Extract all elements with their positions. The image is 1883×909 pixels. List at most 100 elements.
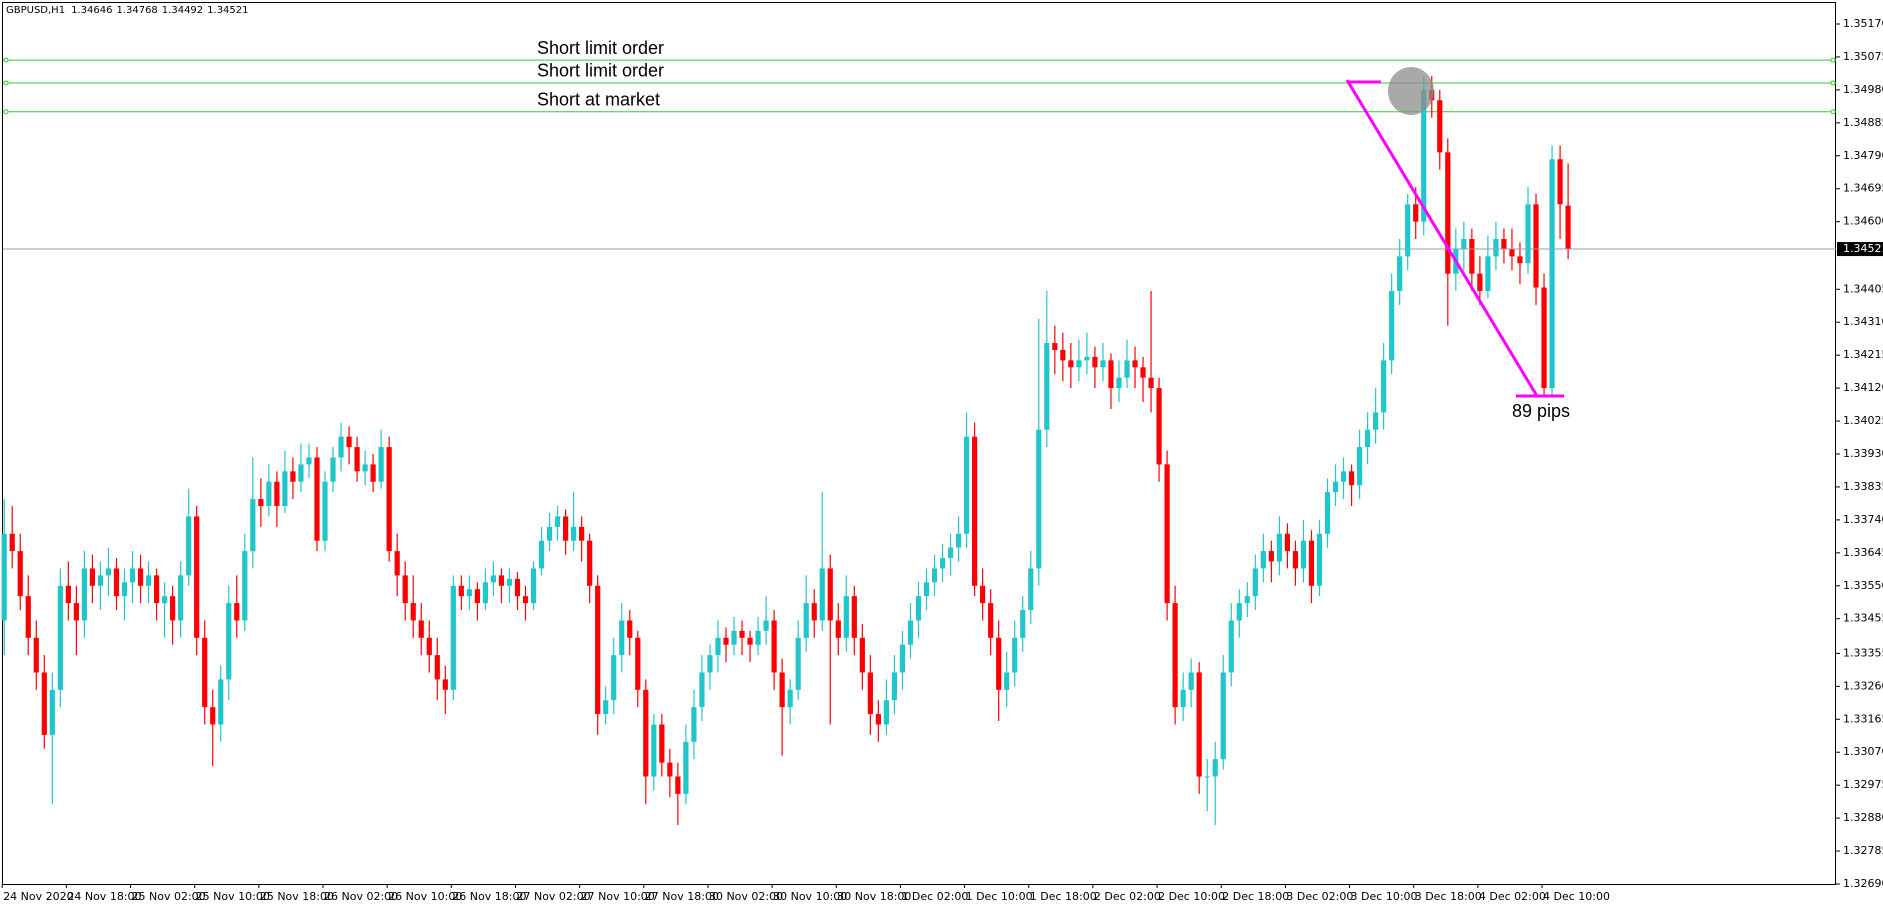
candle-body [595, 585, 601, 715]
candle-body [242, 551, 248, 621]
close: 1.34521 [207, 5, 248, 16]
candle-body [1036, 429, 1042, 569]
candle-body [1108, 360, 1114, 389]
candle-body [1284, 533, 1290, 552]
candle-body [378, 447, 384, 482]
candle-body [1140, 367, 1146, 378]
candle-body [410, 603, 416, 621]
symbol: GBPUSD,H1 [6, 5, 65, 16]
candle-body [1381, 360, 1387, 413]
candle-body [1124, 360, 1130, 378]
candle-body [113, 568, 120, 597]
candle-body [394, 551, 400, 576]
candle-body [1389, 291, 1395, 361]
candle-body [346, 436, 352, 448]
candle-body [170, 596, 176, 621]
y-tick-label: 1.34405 [1843, 282, 1883, 295]
candle-body [787, 689, 793, 708]
candle-body [57, 585, 63, 690]
candle-body [274, 481, 280, 507]
candle-body [1244, 596, 1250, 604]
y-tick-label: 1.33645 [1843, 546, 1883, 559]
candle-body [563, 516, 569, 541]
candle-body [643, 689, 649, 777]
level-anchor [1830, 57, 1836, 63]
candle-body [779, 672, 785, 708]
x-tick-label: 24 Nov 2020 [3, 890, 73, 903]
candle-body [1533, 204, 1539, 288]
candle-body [1348, 471, 1355, 486]
candle-body [795, 637, 801, 690]
high: 1.34768 [116, 5, 157, 16]
x-tick-label: 26 Nov 02:00 [324, 890, 398, 903]
level-anchor [3, 80, 9, 86]
candle-body [1188, 672, 1194, 690]
candle-body [1461, 239, 1467, 250]
candle-body [290, 471, 296, 482]
candle-body [210, 707, 216, 725]
x-tick-label: 26 Nov 18:00 [452, 890, 526, 903]
candle-body [1365, 429, 1371, 448]
y-tick-label: 1.33930 [1843, 447, 1883, 460]
x-tick-label: 1 Dec 18:00 [1030, 890, 1097, 903]
candle-body [699, 672, 705, 708]
candle-body [627, 620, 633, 638]
candle-body [1164, 464, 1170, 604]
candle-body [1004, 672, 1010, 690]
candle-body [9, 533, 15, 552]
y-tick-label: 1.34980 [1843, 83, 1883, 96]
candle-body [1517, 256, 1523, 264]
y-tick-label: 1.34885 [1843, 116, 1883, 129]
candle-body [1020, 610, 1026, 638]
candle-body [442, 679, 448, 690]
candle-body [498, 575, 505, 586]
candle-body [835, 620, 841, 638]
y-tick-label: 1.34600 [1843, 215, 1883, 228]
candle-body [402, 575, 408, 604]
candle-body [514, 578, 521, 597]
candle-body [306, 457, 312, 465]
x-tick-label: 4 Dec 02:00 [1479, 890, 1546, 903]
candle-body [1509, 249, 1515, 257]
candle-body [923, 582, 930, 597]
x-tick-label: 2 Dec 18:00 [1222, 890, 1289, 903]
candle-body [1044, 343, 1050, 430]
candle-body [1068, 360, 1074, 368]
candle-body [41, 672, 47, 735]
candle-body [803, 603, 809, 638]
candle-body [707, 655, 713, 673]
candle-body [153, 575, 160, 604]
candle-body [651, 724, 657, 777]
price-box [1837, 242, 1883, 257]
x-tick-label: 25 Nov 18:00 [260, 890, 334, 903]
x-tick-label: 25 Nov 02:00 [132, 890, 206, 903]
y-tick-label: 1.34025 [1843, 414, 1883, 427]
open: 1.34646 [71, 5, 112, 16]
candle-body [354, 447, 360, 472]
candle-body [659, 724, 665, 763]
candle-body [827, 568, 833, 621]
candle-body [867, 672, 873, 715]
candle-body [546, 526, 553, 541]
candle-body [964, 436, 970, 534]
y-tick-label: 1.32975 [1843, 778, 1883, 791]
candle-body [1268, 551, 1274, 562]
candle-body [691, 707, 697, 742]
y-tick-label: 1.32690 [1843, 877, 1883, 890]
candle-body [554, 516, 561, 527]
candle-body [1204, 776, 1210, 778]
candle-body [1012, 637, 1018, 673]
candle-body [907, 620, 914, 645]
x-tick-label: 3 Dec 18:00 [1415, 890, 1482, 903]
highlight-circle [1388, 67, 1434, 115]
candle-body [939, 558, 946, 569]
candle-body [49, 689, 55, 735]
plot-frame [2, 2, 1836, 885]
y-tick-label: 1.32880 [1843, 811, 1883, 824]
chart-header: GBPUSD,H1 1.34646 1.34768 1.34492 1.34521 [6, 5, 249, 16]
candle-body [33, 637, 39, 673]
price-label: 1.34521 [1843, 242, 1883, 255]
candle-body [1413, 204, 1419, 222]
